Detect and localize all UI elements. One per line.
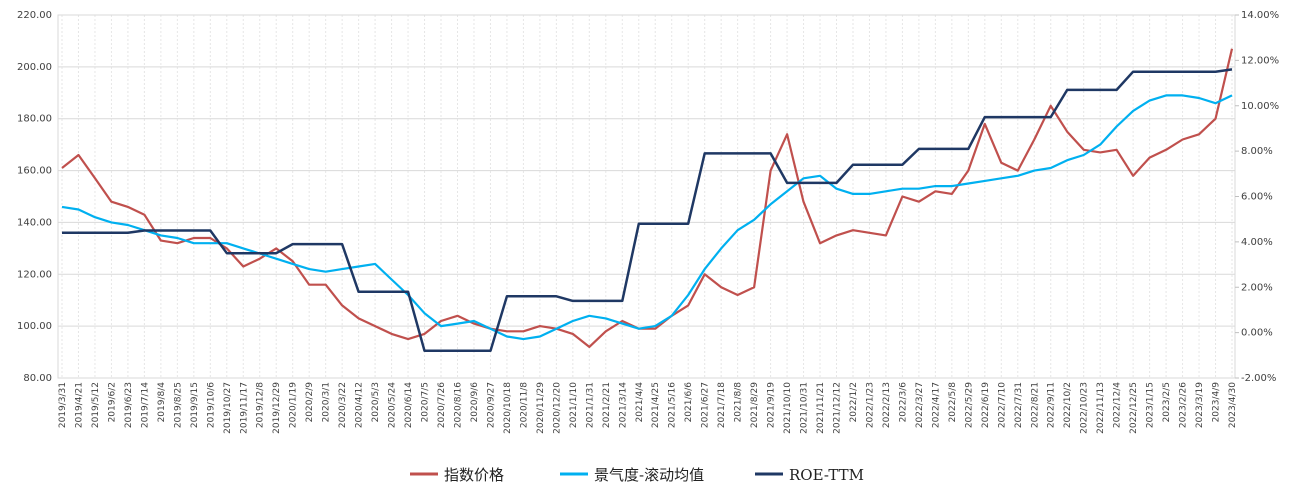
x-tick-label: 2022/1/2 <box>849 382 859 422</box>
y2-tick-label: -2.00% <box>1241 373 1276 384</box>
x-tick-label: 2022/3/6 <box>898 382 908 423</box>
x-tick-label: 2021/11/21 <box>816 382 826 434</box>
legend-label: 指数价格 <box>444 466 504 484</box>
y-tick-label: 200.00 <box>17 62 52 73</box>
x-tick-label: 2022/10/2 <box>1063 382 1073 428</box>
x-tick-label: 2021/3/14 <box>618 382 628 428</box>
legend-label: 景气度-滚动均值 <box>594 466 704 484</box>
x-tick-label: 2023/4/30 <box>1228 382 1238 428</box>
x-tick-label: 2022/5/8 <box>948 382 958 423</box>
x-tick-label: 2022/5/29 <box>964 382 974 428</box>
x-tick-label: 2020/7/5 <box>421 382 431 422</box>
x-tick-label: 2020/5/3 <box>371 382 381 422</box>
series-line <box>61 48 1234 348</box>
x-tick-label: 2022/6/19 <box>981 382 991 428</box>
y2-tick-label: 8.00% <box>1241 146 1273 157</box>
x-tick-label: 2019/6/23 <box>124 382 134 428</box>
y-tick-label: 160.00 <box>17 166 52 177</box>
x-tick-label: 2022/10/23 <box>1080 382 1090 434</box>
x-tick-label: 2022/1/23 <box>865 382 875 428</box>
x-tick-label: 2022/8/21 <box>1030 382 1040 428</box>
y-tick-label: 140.00 <box>17 217 52 228</box>
x-tick-label: 2020/9/27 <box>486 382 496 428</box>
x-tick-label: 2021/2/21 <box>602 382 612 428</box>
x-tick-label: 2019/3/31 <box>58 382 68 428</box>
y2-tick-label: 12.00% <box>1241 55 1279 66</box>
x-tick-label: 2020/3/1 <box>322 382 332 422</box>
x-tick-label: 2021/10/31 <box>800 382 810 434</box>
x-tick-label: 2023/2/5 <box>1162 382 1172 422</box>
x-tick-label: 2019/7/14 <box>140 382 150 428</box>
x-tick-label: 2019/8/25 <box>173 382 183 428</box>
x-tick-label: 2021/8/29 <box>750 382 760 428</box>
x-tick-label: 2022/9/11 <box>1047 382 1057 428</box>
x-tick-label: 2022/11/13 <box>1096 382 1106 434</box>
x-tick-label: 2022/7/10 <box>997 382 1007 428</box>
y2-tick-label: 0.00% <box>1241 328 1273 339</box>
x-tick-label: 2021/6/27 <box>701 382 711 428</box>
x-tick-label: 2019/5/12 <box>91 382 101 428</box>
x-tick-label: 2023/4/9 <box>1212 382 1222 423</box>
series-line <box>62 68 1233 353</box>
x-tick-label: 2020/9/6 <box>470 382 480 423</box>
x-tick-label: 2021/12/12 <box>833 382 843 434</box>
x-tick-label: 2020/3/22 <box>338 382 348 428</box>
x-tick-label: 2019/10/27 <box>223 382 233 434</box>
x-tick-label: 2021/8/8 <box>734 382 744 423</box>
x-tick-label: 2020/4/12 <box>355 382 365 428</box>
x-tick-label: 2021/4/25 <box>651 382 661 428</box>
x-tick-label: 2023/1/15 <box>1146 382 1156 428</box>
y-tick-label: 80.00 <box>23 373 52 384</box>
y-tick-label: 220.00 <box>17 10 52 21</box>
x-tick-label: 2022/3/27 <box>915 382 925 428</box>
x-tick-label: 2019/12/29 <box>272 382 282 434</box>
x-tick-label: 2019/8/4 <box>157 382 167 423</box>
y2-tick-label: 2.00% <box>1241 282 1273 293</box>
x-tick-label: 2019/6/2 <box>107 382 117 422</box>
x-tick-label: 2021/10/10 <box>783 382 793 434</box>
x-tick-label: 2021/1/10 <box>569 382 579 428</box>
y2-tick-label: 14.00% <box>1241 10 1279 21</box>
x-tick-label: 2020/10/18 <box>503 382 513 434</box>
x-tick-label: 2020/1/19 <box>289 382 299 428</box>
x-tick-label: 2022/12/4 <box>1113 382 1123 428</box>
x-tick-label: 2019/12/8 <box>256 382 266 428</box>
x-tick-label: 2022/4/17 <box>931 382 941 428</box>
plot-area <box>57 14 1236 379</box>
x-tick-label: 2022/2/13 <box>882 382 892 428</box>
x-tick-label: 2023/2/26 <box>1179 382 1189 428</box>
y2-tick-label: 10.00% <box>1241 101 1279 112</box>
x-tick-label: 2021/1/31 <box>585 382 595 428</box>
legend-label: ROE-TTM <box>789 466 864 484</box>
x-tick-label: 2019/10/6 <box>206 382 216 428</box>
x-tick-label: 2020/12/20 <box>552 382 562 434</box>
y2-tick-label: 6.00% <box>1241 192 1273 203</box>
x-tick-label: 2020/2/9 <box>305 382 315 423</box>
x-tick-label: 2019/9/15 <box>190 382 200 428</box>
x-tick-label: 2020/11/29 <box>536 382 546 434</box>
x-tick-label: 2021/6/6 <box>684 382 694 423</box>
x-tick-label: 2020/7/26 <box>437 382 447 428</box>
x-tick-label: 2021/7/18 <box>717 382 727 428</box>
x-tick-label: 2022/12/25 <box>1129 382 1139 434</box>
x-tick-label: 2020/11/8 <box>519 382 529 428</box>
x-tick-label: 2021/9/19 <box>767 382 777 428</box>
x-tick-label: 2019/4/21 <box>74 382 84 428</box>
x-tick-label: 2020/6/14 <box>404 382 414 428</box>
x-tick-label: 2020/5/24 <box>388 382 398 428</box>
x-tick-label: 2023/3/19 <box>1195 382 1205 428</box>
x-tick-label: 2019/11/17 <box>239 382 249 434</box>
x-tick-label: 2021/4/4 <box>635 382 645 423</box>
y-tick-label: 180.00 <box>17 114 52 125</box>
y2-tick-label: 4.00% <box>1241 237 1273 248</box>
x-tick-label: 2021/5/16 <box>668 382 678 428</box>
y-tick-label: 120.00 <box>17 269 52 280</box>
y-tick-label: 100.00 <box>17 321 52 332</box>
x-tick-label: 2020/8/16 <box>453 382 463 428</box>
x-tick-label: 2022/7/31 <box>1014 382 1024 428</box>
